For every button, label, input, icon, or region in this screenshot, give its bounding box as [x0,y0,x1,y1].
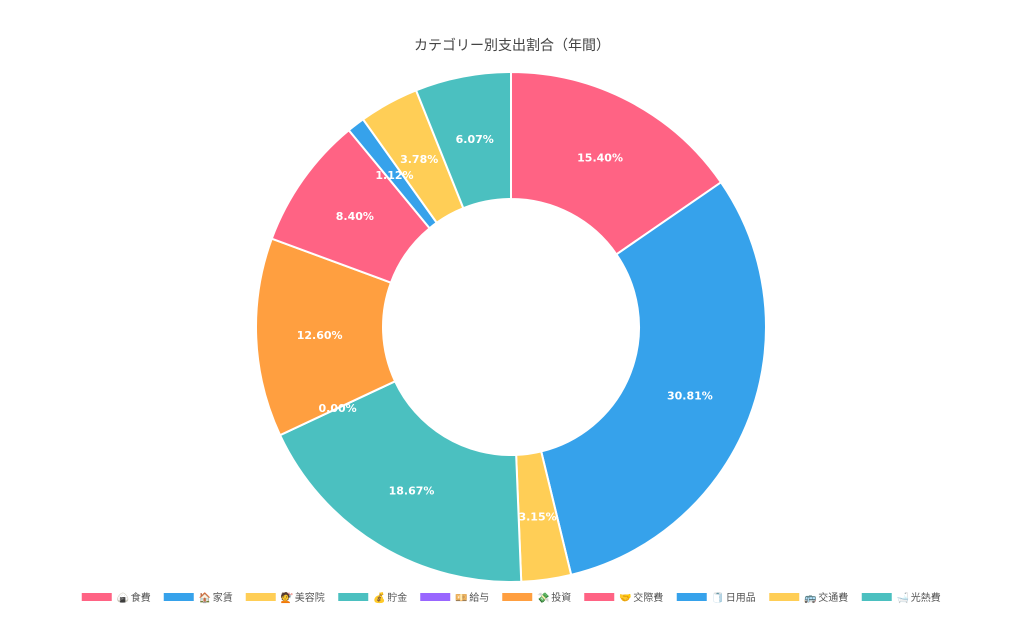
slice-label-8: 3.78% [400,153,438,166]
legend-icon-9: 🛁 [897,591,909,604]
slice-label-1: 30.81% [667,389,713,402]
legend-label-6: 交際費 [633,591,663,604]
legend-icon-5: 💸 [537,592,549,604]
legend-swatch-6 [584,593,615,601]
legend-icon-0: 🍙 [117,592,130,604]
legend-icon-3: 💰 [373,591,385,604]
legend-swatch-1 [163,593,194,601]
slice-0[interactable] [510,70,723,256]
slice-label-5: 12.60% [297,329,343,342]
legend-icon-6: 🤝 [619,593,631,604]
legend-icon-7: 🧻 [712,591,724,604]
slice-labels-group: 15.40% 30.81% 3.15% 18.67% 0.00% 12.60% 8.40% 1… [297,133,713,524]
legend-swatch-7 [676,593,707,601]
slice-label-2: 3.15% [518,511,556,524]
legend-icon-1: 🏠 [199,592,211,604]
legend-item-7[interactable]: 🧻 日用品 [676,591,756,604]
slice-label-3: 18.67% [389,485,435,498]
legend-item-0[interactable]: 🍙 食費 [81,591,151,604]
slice-label-7: 1.12% [375,169,413,182]
legend-item-1[interactable]: 🏠 家賃 [163,591,233,604]
legend-label-4: 給与 [469,591,489,604]
slice-label-4: 0.00% [318,402,356,415]
legend-item-8[interactable]: 🚌 交通費 [769,591,848,604]
legend-label-0: 食費 [131,591,151,604]
legend-item-5[interactable]: 💸 投資 [502,591,571,604]
slice-5[interactable] [255,237,397,437]
legend-item-9[interactable]: 🛁 光熱費 [861,591,941,604]
legend-label-2: 美容院 [295,591,325,604]
legend-item-2[interactable]: 💇 美容院 [245,591,325,604]
slice-3[interactable] [278,379,523,583]
chart-title: カテゴリー別支出割合（年間） [414,37,610,54]
slice-label-0: 15.40% [577,151,623,164]
legend-icon-2: 💇 [281,591,294,604]
slices-group [255,70,767,583]
legend-swatch-3 [338,593,369,601]
legend-swatch-5 [502,593,533,601]
legend-item-4[interactable]: 💴 給与 [420,591,489,604]
legend: 🍙 食費 🏠 家賃 💇 美容院 💰 貯金 💴 給与 💸 投資 🤝 交際費 🧻 日用品 🚌 交通費 🛁 光熱費 [81,591,941,604]
slice-9[interactable] [414,70,512,210]
slice-label-9: 6.07% [456,133,494,146]
legend-label-1: 家賃 [213,591,233,604]
legend-swatch-8 [769,593,800,601]
legend-label-9: 光熱費 [911,591,941,604]
legend-label-3: 貯金 [387,591,407,604]
legend-label-5: 投資 [551,591,571,604]
legend-swatch-9 [861,593,892,601]
legend-swatch-0 [81,593,112,601]
slice-label-6: 8.40% [336,210,374,223]
legend-label-8: 交通費 [818,591,848,604]
legend-swatch-4 [420,593,451,601]
slice-1[interactable] [539,180,767,577]
legend-label-7: 日用品 [726,592,756,604]
legend-item-3[interactable]: 💰 貯金 [338,591,407,604]
legend-swatch-2 [245,593,276,601]
legend-item-6[interactable]: 🤝 交際費 [584,591,663,604]
legend-icon-4: 💴 [455,593,467,604]
legend-icon-8: 🚌 [804,593,817,604]
